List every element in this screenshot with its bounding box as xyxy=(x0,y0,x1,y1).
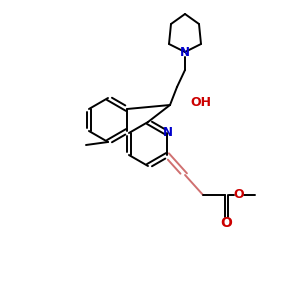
Text: N: N xyxy=(163,127,173,140)
Text: O: O xyxy=(220,216,232,230)
Text: OH: OH xyxy=(190,95,211,109)
Text: O: O xyxy=(234,188,244,202)
Text: N: N xyxy=(180,46,190,59)
